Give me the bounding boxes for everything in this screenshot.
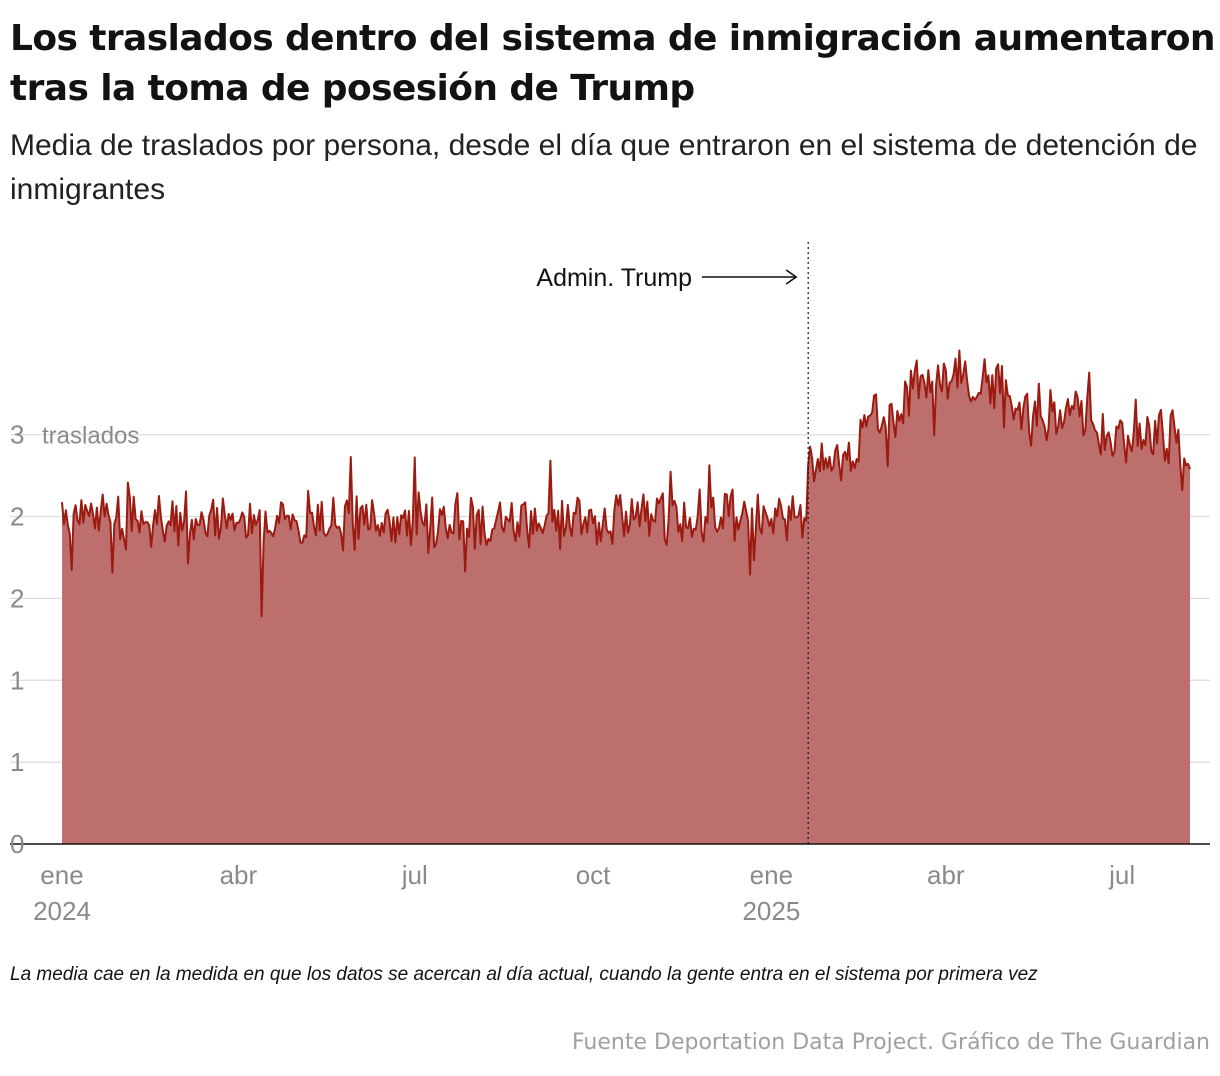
x-tick-year: 2024: [33, 896, 91, 926]
area-chart: 0 1 1 2 2 3 traslados ene 2024 abr jul oct ene 2025 a…: [10, 242, 1210, 926]
x-tick-label: abr: [927, 860, 965, 890]
y-tick-label: 2: [10, 502, 24, 532]
x-tick-label: jul: [1108, 860, 1135, 890]
x-tick-year: 2025: [742, 896, 800, 926]
chart-title: Los traslados dentro del sistema de inmi…: [10, 18, 1216, 109]
annotation-arrow-head: [785, 269, 798, 285]
x-tick-label: abr: [220, 860, 258, 890]
x-axis-ticks: ene 2024 abr jul oct ene 2025 abr jul: [33, 860, 1135, 926]
source-credit: Fuente Deportation Data Project. Gráfico…: [571, 1030, 1210, 1055]
y-tick-label: 2: [10, 583, 24, 613]
y-unit-label: traslados: [42, 423, 139, 450]
annotation-label: Admin. Trump: [536, 264, 692, 292]
footnote: La media cae en la medida en que los dat…: [10, 964, 1038, 985]
x-tick-label: ene: [750, 860, 793, 890]
y-tick-label: 3: [10, 420, 24, 450]
y-tick-label: 0: [10, 829, 24, 859]
trump-annotation: Admin. Trump: [536, 242, 809, 844]
chart-subtitle: Media de traslados por persona, desde el…: [10, 129, 1198, 206]
area-fill: [62, 350, 1190, 844]
x-tick-label: jul: [401, 860, 428, 890]
y-tick-label: 1: [10, 747, 24, 777]
y-axis-ticks: 0 1 1 2 2 3 traslados: [10, 420, 139, 859]
x-tick-label: ene: [40, 860, 83, 890]
y-tick-label: 1: [10, 665, 24, 695]
x-tick-label: oct: [576, 860, 611, 890]
series-line: [61, 349, 1191, 618]
